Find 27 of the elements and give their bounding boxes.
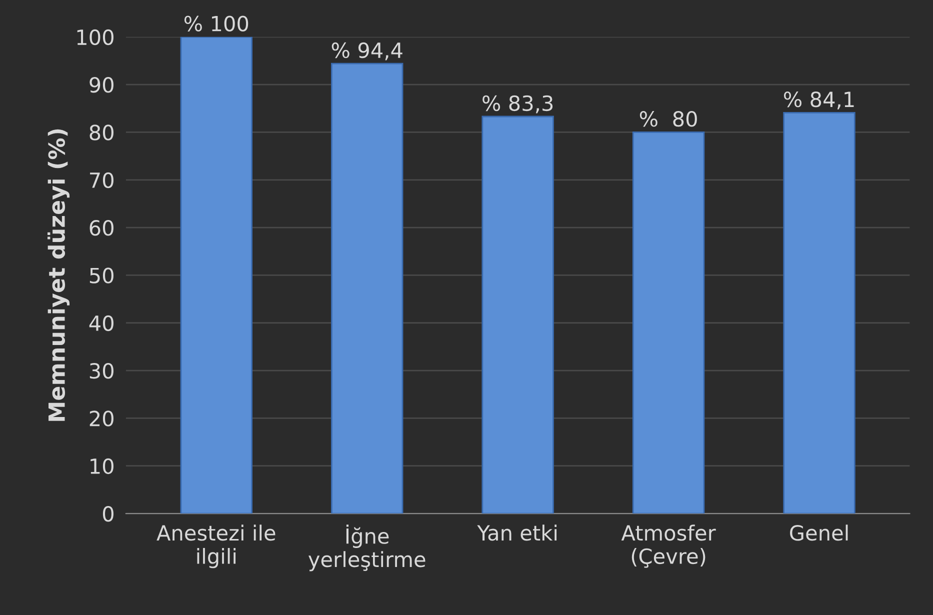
y-tick-label: 80 bbox=[90, 124, 114, 140]
x-tick-label: Yan etki bbox=[477, 524, 557, 541]
x-tick-label: Anestezi ile ilgili bbox=[156, 524, 276, 568]
bar bbox=[180, 36, 252, 514]
y-tick-label: 90 bbox=[90, 77, 114, 93]
data-label: % 80 bbox=[640, 111, 697, 127]
y-axis-title: Memnuniyet düzeyi (%) bbox=[48, 129, 70, 421]
y-tick-label: 60 bbox=[90, 220, 114, 236]
x-tick-label: Atmosfer (Çevre) bbox=[621, 524, 716, 568]
bar bbox=[330, 62, 404, 514]
y-tick-label: 50 bbox=[90, 268, 114, 284]
y-tick-label: 20 bbox=[90, 410, 114, 426]
y-tick-label: 70 bbox=[90, 172, 114, 188]
data-label: % 83,3 bbox=[482, 95, 553, 114]
y-tick-label: 40 bbox=[89, 315, 114, 332]
bar bbox=[482, 116, 554, 514]
y-tick-label: 0 bbox=[102, 506, 114, 522]
bar bbox=[632, 132, 705, 514]
y-tick-label: 30 bbox=[90, 362, 114, 379]
y-tick-label: 10 bbox=[90, 458, 114, 474]
data-label: % 100 bbox=[184, 16, 248, 32]
x-tick-label: Genel bbox=[790, 524, 848, 541]
x-tick-label: İğne yerleştirme bbox=[308, 524, 426, 572]
data-label: % 84,1 bbox=[784, 92, 854, 110]
bar bbox=[783, 112, 856, 514]
data-label: % 94,4 bbox=[332, 42, 402, 60]
y-tick-label: 100 bbox=[77, 29, 114, 46]
